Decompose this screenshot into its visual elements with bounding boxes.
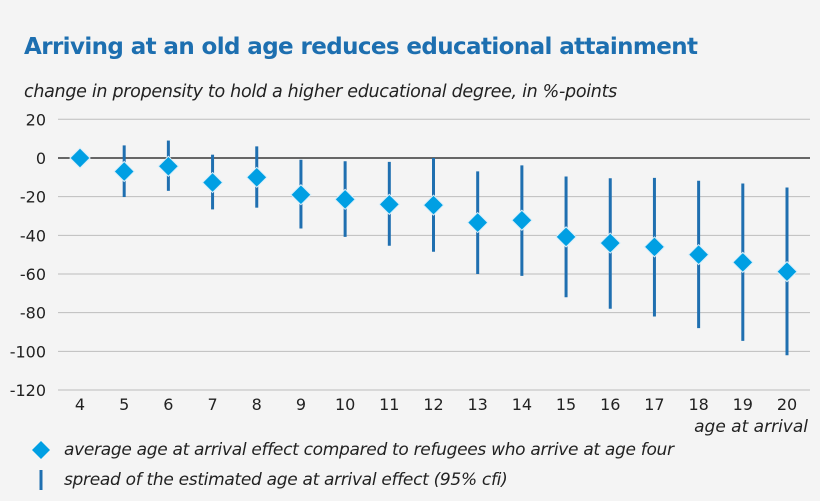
x-tick-label: 7 xyxy=(207,395,217,414)
legend-label-average: average age at arrival effect compared t… xyxy=(64,440,674,460)
data-point-diamond xyxy=(466,211,489,234)
chart-title: Arriving at an old age reduces education… xyxy=(24,34,698,60)
data-point-diamond xyxy=(246,166,268,189)
data-point-diamond xyxy=(378,193,401,216)
y-tick-label: -100 xyxy=(10,342,46,361)
x-axis-label: age at arrival xyxy=(694,417,808,437)
data-point-diamond xyxy=(776,260,798,283)
x-tick-label: 8 xyxy=(252,395,262,414)
legend-item-average: average age at arrival effect compared t… xyxy=(30,439,674,461)
y-tick-label: -20 xyxy=(20,188,46,207)
data-point-diamond xyxy=(201,171,224,194)
data-point-diamond xyxy=(422,194,445,216)
y-tick-label: -120 xyxy=(10,381,46,400)
data-point-diamond xyxy=(555,226,577,248)
data-point-diamond xyxy=(157,155,180,177)
x-tick-label: 9 xyxy=(296,395,306,414)
diamond-marker-icon xyxy=(32,441,50,459)
x-tick-label: 15 xyxy=(556,395,576,414)
y-tick-label: 20 xyxy=(26,110,46,129)
y-tick-label: -40 xyxy=(20,226,46,245)
x-tick-label: 4 xyxy=(75,395,85,414)
data-point-diamond xyxy=(113,160,135,183)
x-tick-label: 5 xyxy=(119,395,129,414)
x-tick-label: 17 xyxy=(644,395,664,414)
x-tick-label: 6 xyxy=(163,395,173,414)
x-tick-label: 12 xyxy=(423,395,443,414)
y-tick-label: 0 xyxy=(36,149,46,168)
legend-item-spread: spread of the estimated age at arrival e… xyxy=(30,469,508,491)
x-tick-label: 14 xyxy=(512,395,532,414)
data-point-diamond xyxy=(511,209,533,231)
x-tick-label: 18 xyxy=(688,395,708,414)
y-tick-label: -80 xyxy=(20,304,46,323)
x-tick-label: 19 xyxy=(733,395,753,414)
vertical-line-marker-icon xyxy=(39,470,43,490)
data-point-diamond xyxy=(290,184,312,206)
legend-label-spread: spread of the estimated age at arrival e… xyxy=(64,470,508,490)
chart-subtitle: change in propensity to hold a higher ed… xyxy=(24,82,617,102)
x-tick-label: 16 xyxy=(600,395,620,414)
y-tick-label: -60 xyxy=(20,265,46,284)
data-point-diamond xyxy=(69,147,91,169)
data-point-diamond xyxy=(732,251,754,274)
data-point-diamond xyxy=(599,232,621,254)
data-point-diamond xyxy=(687,243,710,266)
data-point-diamond xyxy=(643,236,666,258)
data-point-diamond xyxy=(334,188,356,211)
x-tick-label: 11 xyxy=(379,395,399,414)
x-tick-label: 13 xyxy=(468,395,488,414)
x-tick-label: 20 xyxy=(777,395,797,414)
x-tick-label: 10 xyxy=(335,395,355,414)
